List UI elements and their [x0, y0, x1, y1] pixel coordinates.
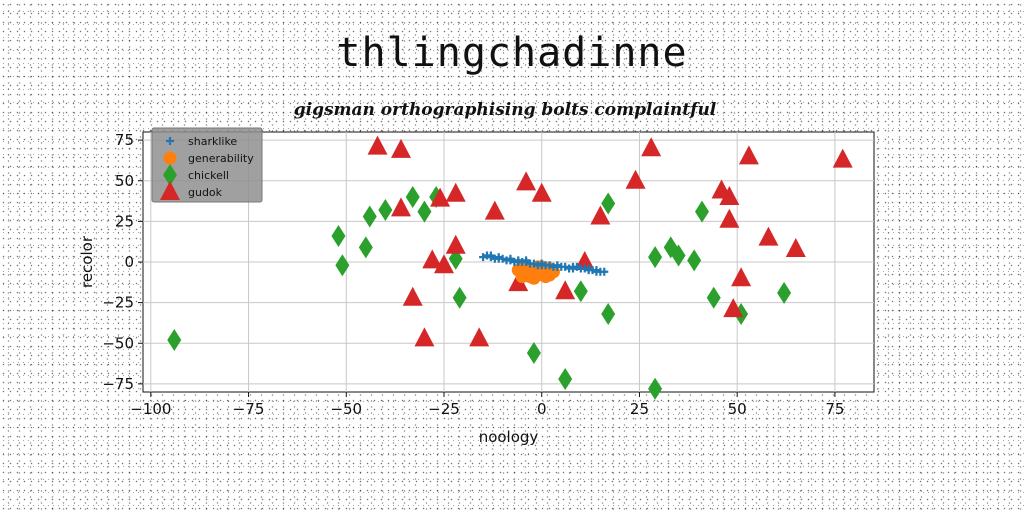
- sharklike-point: [600, 267, 609, 276]
- gudok-point: [785, 238, 806, 257]
- gudok-point: [641, 137, 662, 157]
- gudok-point: [723, 298, 744, 318]
- gudok-point: [422, 249, 443, 269]
- chickell-point: [167, 329, 182, 351]
- chickell-point: [417, 200, 432, 223]
- sharklike-point: [506, 254, 515, 263]
- legend-marker-generability: [163, 151, 177, 165]
- generability-point: [543, 268, 557, 282]
- gudok-point: [430, 187, 451, 207]
- y-tick-label: 0: [124, 253, 134, 271]
- chickell-point: [601, 303, 616, 325]
- chickell-point: [648, 377, 663, 400]
- plot-area: [142, 131, 875, 400]
- sharklike-point: [569, 262, 577, 271]
- data-points: [167, 135, 853, 400]
- gudok-point: [719, 208, 740, 228]
- chickell-point: [452, 286, 467, 309]
- sharklike-point: [514, 258, 523, 266]
- x-tick-label: −100: [130, 400, 171, 418]
- x-tick-label: 0: [537, 400, 547, 418]
- chickell-point: [687, 249, 702, 272]
- gudok-point: [738, 145, 759, 165]
- chickell-point: [378, 199, 393, 221]
- x-tick-label: −25: [428, 400, 460, 418]
- sharklike-point: [537, 261, 546, 270]
- chickell-point: [558, 368, 573, 390]
- gudok-point: [555, 280, 576, 300]
- legend-label-gudok: gudok: [188, 186, 223, 199]
- legend-marker-gudok: [160, 181, 180, 200]
- gudok-point: [402, 286, 423, 306]
- legend-marker-chickell: [163, 164, 177, 186]
- x-axis-label: noology: [479, 428, 539, 446]
- gudok-point: [445, 234, 466, 254]
- y-tick-label: 50: [115, 172, 134, 190]
- y-axis-label: recolor: [78, 235, 96, 288]
- legend-label-sharklike: sharklike: [188, 135, 237, 148]
- y-tick-label: −75: [102, 375, 134, 393]
- gudok-point: [516, 171, 537, 191]
- legend: sharklike generability chickell gudok: [151, 127, 263, 203]
- gudok-point: [731, 267, 752, 287]
- chickell-point: [358, 236, 373, 259]
- legend-box: [151, 127, 263, 203]
- gudok-point: [758, 226, 779, 246]
- chickell-point: [335, 254, 350, 277]
- chart-title: thlingchadinne: [336, 30, 688, 76]
- sharklike-point: [522, 256, 531, 265]
- y-tick-label: 25: [115, 212, 134, 230]
- y-tick-label: −25: [102, 294, 134, 312]
- series-gudok: [367, 135, 853, 347]
- chickell-point: [777, 281, 792, 304]
- gudok-point: [625, 169, 646, 189]
- gudok-point: [484, 200, 505, 220]
- chart-subtitle: gigsman orthographising bolts complaintf…: [293, 100, 717, 120]
- chickell-point: [648, 246, 663, 269]
- chickell-point: [331, 225, 346, 247]
- gudok-point: [367, 135, 388, 155]
- chickell-point: [405, 186, 420, 208]
- generability-point: [527, 271, 541, 285]
- chickell-point: [706, 286, 721, 309]
- gudok-point: [391, 138, 411, 158]
- gudok-point: [832, 148, 853, 168]
- legend-label-chickell: chickell: [188, 169, 229, 182]
- gudok-point: [719, 186, 740, 205]
- y-tick-label: −50: [102, 334, 134, 352]
- sharklike-point: [592, 267, 601, 276]
- gudok-point: [469, 327, 490, 347]
- gudok-point: [445, 182, 466, 202]
- chickell-point: [695, 200, 709, 223]
- sharklike-point: [486, 251, 495, 260]
- chickell-point: [601, 192, 616, 215]
- sharklike-point: [553, 262, 562, 271]
- chickell-point: [573, 280, 588, 303]
- x-tick-label: −50: [330, 400, 362, 418]
- sharklike-point: [584, 264, 593, 273]
- gudok-point: [414, 327, 435, 347]
- gudok-point: [531, 182, 552, 202]
- x-tick-label: 25: [630, 400, 649, 418]
- gudok-point: [590, 205, 611, 225]
- series-sharklike: [479, 251, 609, 276]
- y-tick-label: 75: [115, 131, 134, 149]
- x-axis: −100 −75 −50 −25 0 25 50 75: [130, 392, 844, 418]
- sharklike-point: [494, 254, 503, 263]
- gudok-point: [434, 254, 454, 274]
- chickell-point: [671, 244, 686, 267]
- x-tick-label: −75: [233, 400, 265, 418]
- chickell-point: [526, 342, 541, 364]
- chickell-point: [362, 205, 377, 228]
- x-tick-label: 50: [728, 400, 747, 418]
- legend-label-generability: generability: [188, 152, 254, 165]
- y-axis: 75 50 25 0 −25 −50 −75: [102, 131, 143, 393]
- legend-marker-sharklike: [166, 137, 174, 145]
- gudok-point: [391, 197, 411, 217]
- x-tick-label: 75: [825, 400, 844, 418]
